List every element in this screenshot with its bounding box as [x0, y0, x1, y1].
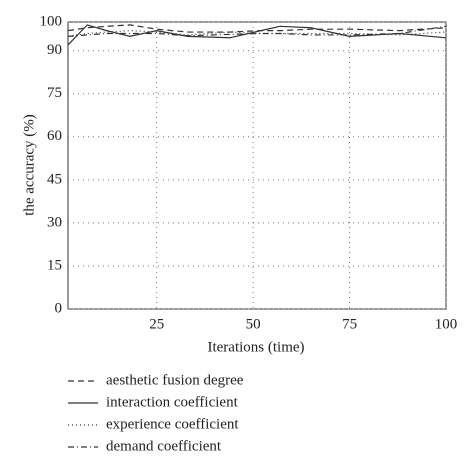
legend-label: experience coefficient	[106, 416, 239, 432]
plot-frame	[67, 21, 447, 310]
y-tick-label: 45	[47, 171, 62, 187]
x-tick-label: 75	[342, 316, 357, 332]
series-line	[67, 24, 447, 33]
y-tick-label: 30	[47, 214, 62, 230]
y-axis-label: the accuracy (%)	[21, 114, 37, 216]
x-axis-label: Iterations (time)	[207, 339, 304, 355]
y-tick-label: 100	[40, 13, 63, 29]
legend-label: aesthetic fusion degree	[106, 372, 244, 388]
x-tick-label: 25	[149, 316, 164, 332]
y-tick-label: 75	[47, 85, 62, 101]
y-tick-label: 60	[47, 128, 62, 144]
series-line	[67, 24, 447, 46]
y-tick-label: 90	[47, 42, 62, 58]
legend-label: interaction coefficient	[106, 394, 239, 410]
x-tick-label: 50	[246, 316, 261, 332]
y-tick-label: 15	[47, 257, 62, 273]
legend-label: demand coefficient	[106, 438, 222, 454]
x-tick-label: 100	[435, 316, 458, 332]
y-tick-label: 0	[55, 300, 63, 316]
